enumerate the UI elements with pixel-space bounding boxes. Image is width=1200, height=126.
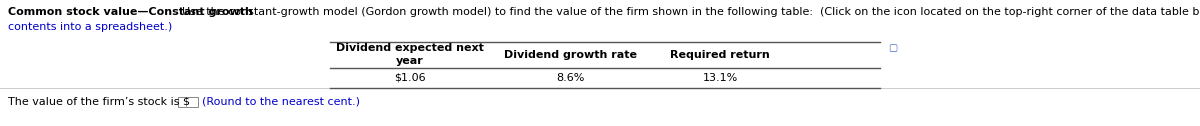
Text: Dividend expected next: Dividend expected next bbox=[336, 43, 484, 53]
Text: ▢: ▢ bbox=[888, 43, 898, 53]
FancyBboxPatch shape bbox=[178, 97, 198, 107]
Text: Required return: Required return bbox=[670, 50, 770, 60]
Text: 13.1%: 13.1% bbox=[702, 73, 738, 83]
Text: $1.06: $1.06 bbox=[394, 73, 426, 83]
Text: Dividend growth rate: Dividend growth rate bbox=[504, 50, 636, 60]
Text: 8.6%: 8.6% bbox=[556, 73, 584, 83]
Text: year: year bbox=[396, 56, 424, 66]
Text: (Round to the nearest cent.): (Round to the nearest cent.) bbox=[202, 97, 360, 107]
Text: Use the constant-growth model (Gordon growth model) to find the value of the fir: Use the constant-growth model (Gordon gr… bbox=[175, 7, 1200, 17]
Text: contents into a spreadsheet.): contents into a spreadsheet.) bbox=[8, 22, 173, 32]
Text: The value of the firm’s stock is $: The value of the firm’s stock is $ bbox=[8, 97, 190, 107]
Text: Common stock value—Constant growth: Common stock value—Constant growth bbox=[8, 7, 253, 17]
